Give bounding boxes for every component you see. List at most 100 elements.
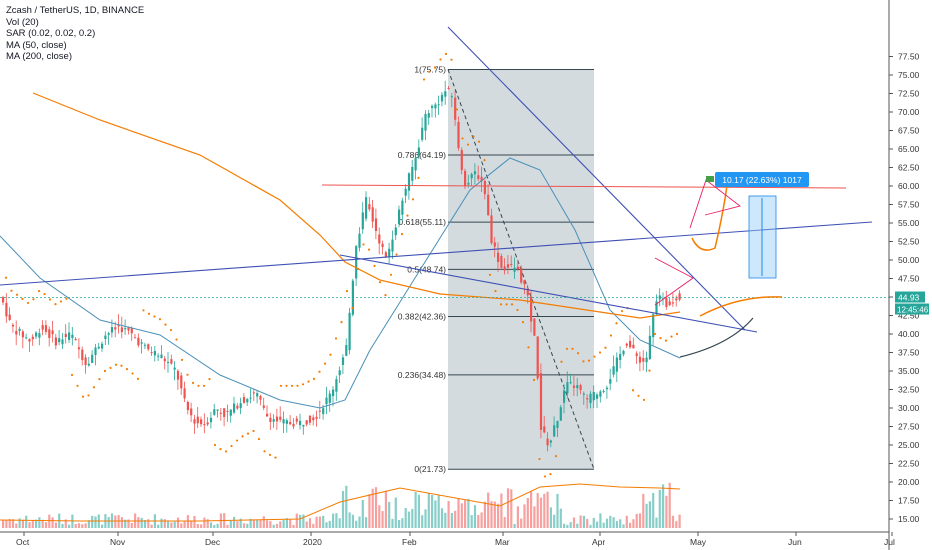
volume-bar — [365, 517, 368, 528]
candle-body — [526, 288, 529, 296]
candle-body — [318, 410, 321, 412]
candle-body — [279, 416, 282, 420]
candle-body — [44, 325, 48, 332]
candle-body — [302, 424, 305, 427]
legend-symbol[interactable]: Zcash / TetherUS, 1D, BINANCE — [6, 5, 145, 16]
candle-body — [35, 332, 38, 337]
legend-indicator-ma50[interactable]: MA (50, close) — [6, 39, 67, 51]
candle-body — [513, 267, 516, 272]
candle-body — [348, 312, 351, 351]
sar-dot — [576, 352, 580, 355]
volume-bar — [635, 513, 638, 528]
candle-body — [467, 182, 470, 185]
sar-dot — [180, 358, 184, 361]
y-tick-label: 30.00 — [898, 403, 920, 413]
volume-bar — [325, 522, 328, 528]
volume-bar — [150, 524, 153, 528]
volume-bar — [302, 514, 305, 528]
volume-bar — [440, 508, 444, 528]
volume-bar — [675, 521, 678, 528]
volume-bar — [295, 513, 298, 528]
legend-indicator-ma200[interactable]: MA (200, close) — [6, 51, 72, 62]
candle-body — [434, 104, 437, 109]
volume-bar — [206, 519, 209, 528]
volume-bar — [579, 515, 582, 528]
volume-bar — [318, 516, 321, 528]
candle-body — [170, 359, 173, 364]
sar-dot — [81, 395, 85, 398]
volume-bar — [668, 482, 671, 528]
sar-dot — [323, 362, 327, 365]
forecast-path — [691, 177, 729, 251]
candle-body — [134, 337, 137, 339]
sar-dot — [455, 108, 459, 111]
candle-body — [5, 302, 8, 317]
candle-body — [54, 337, 57, 346]
sar-dot — [532, 378, 536, 381]
candle-body — [167, 361, 170, 363]
candle-body — [671, 302, 675, 304]
candle-body — [335, 379, 338, 392]
candle-body — [358, 233, 361, 248]
volume-bar — [285, 518, 288, 528]
volume-bar — [576, 523, 579, 528]
sar-dot — [301, 383, 305, 386]
candle-body — [424, 113, 427, 131]
candle-body — [282, 419, 285, 424]
sar-dot — [439, 58, 442, 61]
candle-body — [308, 415, 312, 423]
candle-body — [457, 121, 460, 149]
sar-dot — [604, 346, 607, 349]
sar-dot — [367, 248, 371, 251]
sar-dot — [565, 347, 569, 350]
sar-dot — [560, 360, 563, 363]
sar-dot — [76, 384, 79, 387]
sar-dot — [527, 346, 530, 349]
candle-body — [183, 388, 186, 399]
sar-dot — [389, 273, 393, 276]
sar-dot — [43, 292, 46, 296]
sar-dot — [422, 78, 426, 81]
candle-body — [510, 263, 513, 265]
volume-bar — [77, 523, 81, 528]
candle-body — [566, 382, 569, 394]
sar-dot — [433, 66, 437, 69]
candle-body — [368, 204, 371, 210]
candle-body — [398, 209, 401, 224]
volume-bar — [424, 509, 427, 528]
candle-body — [605, 387, 609, 390]
volume-bar — [530, 491, 533, 528]
candle-body — [497, 252, 500, 263]
sar-dot — [472, 135, 475, 138]
volume-bar — [533, 506, 536, 528]
candle-body — [404, 188, 407, 196]
candle-body — [124, 328, 127, 330]
sar-dot — [631, 389, 635, 392]
candle-body — [249, 397, 252, 399]
candle-body — [546, 438, 549, 446]
sar-dot — [329, 353, 332, 356]
y-tick-label: 72.50 — [898, 89, 920, 99]
candle-body — [153, 350, 156, 356]
candle-body — [596, 394, 599, 399]
candle-body — [493, 242, 496, 247]
volume-bar — [167, 520, 170, 528]
candle-body — [147, 344, 150, 350]
volume-bar — [368, 494, 371, 528]
volume-bar — [101, 524, 104, 528]
sar-dot — [142, 309, 145, 312]
candle-body — [94, 347, 97, 356]
legend-indicator-sar[interactable]: SAR (0.02, 0.02, 0.2) — [6, 28, 96, 39]
volume-bar — [28, 522, 31, 528]
candle-body — [341, 357, 345, 365]
volume-bar — [638, 513, 642, 528]
volume-bar — [516, 506, 519, 528]
volume-bar — [569, 522, 572, 528]
candle-body — [427, 113, 430, 118]
sar-dot — [169, 328, 173, 332]
sar-dot — [499, 303, 503, 306]
sar-dot — [373, 264, 376, 268]
legend-indicator-vol[interactable]: Vol (20) — [6, 16, 39, 28]
candle-body — [18, 328, 21, 331]
